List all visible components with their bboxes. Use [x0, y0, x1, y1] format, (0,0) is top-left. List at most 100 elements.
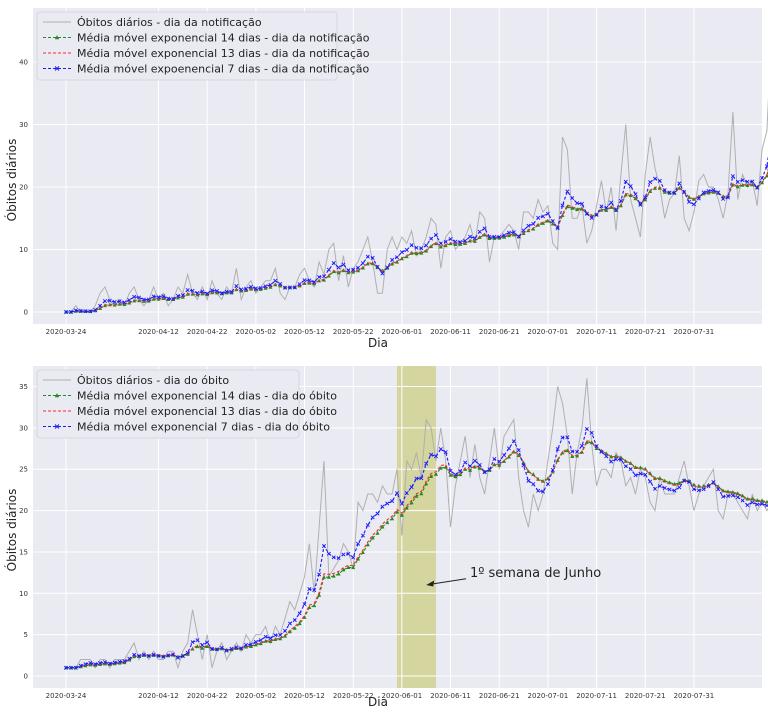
data-point	[487, 236, 492, 241]
data-point	[453, 474, 458, 479]
data-point	[331, 261, 336, 266]
data-point	[614, 457, 619, 462]
data-point	[701, 190, 706, 195]
series-line	[66, 96, 768, 313]
data-point	[477, 466, 482, 470]
series-line	[66, 378, 768, 670]
data-point	[433, 233, 438, 238]
data-point	[472, 458, 477, 463]
data-point	[609, 200, 614, 205]
data-point	[477, 462, 482, 467]
data-point	[122, 300, 127, 305]
data-point	[239, 287, 244, 292]
data-point	[541, 221, 546, 225]
data-point	[458, 472, 463, 477]
data-point	[78, 308, 83, 313]
data-point	[141, 652, 146, 657]
data-point	[68, 665, 73, 670]
data-point	[292, 618, 297, 623]
y-tick-label: 25	[19, 466, 28, 474]
data-point	[628, 467, 633, 472]
data-point	[730, 493, 735, 498]
data-point	[511, 230, 516, 235]
data-point	[171, 296, 176, 301]
data-point	[453, 472, 458, 477]
data-point	[132, 652, 137, 657]
data-point	[244, 642, 249, 647]
data-point	[575, 201, 580, 206]
data-point	[764, 503, 768, 508]
data-point	[745, 183, 750, 188]
data-point	[117, 659, 122, 664]
data-point	[482, 232, 487, 237]
data-point	[614, 207, 619, 212]
data-point	[239, 646, 244, 651]
data-point	[433, 241, 438, 246]
data-point	[468, 468, 473, 472]
data-point	[711, 188, 716, 193]
data-point	[667, 487, 672, 492]
data-point	[278, 281, 283, 286]
data-point	[443, 450, 448, 455]
series-line	[66, 440, 768, 669]
data-point	[336, 265, 341, 270]
data-point	[750, 179, 755, 184]
data-point	[385, 520, 390, 525]
data-point	[472, 464, 477, 469]
data-point	[263, 634, 268, 639]
data-point	[63, 665, 69, 670]
data-point	[458, 240, 463, 245]
data-point	[404, 491, 409, 496]
data-point	[599, 448, 604, 453]
data-point	[107, 298, 112, 303]
data-point	[302, 615, 307, 619]
data-point	[385, 265, 390, 270]
data-point	[112, 660, 117, 665]
data-point	[721, 196, 726, 201]
data-point	[122, 659, 127, 664]
data-point	[287, 285, 292, 290]
data-point	[307, 278, 312, 283]
data-point	[623, 192, 628, 197]
x-tick-label: 2020-07-11	[576, 328, 617, 336]
data-point	[395, 259, 399, 264]
x-tick-label: 2020-03-24	[46, 328, 87, 336]
data-point	[541, 214, 546, 219]
data-point	[258, 286, 263, 291]
data-point	[68, 309, 73, 315]
data-point	[253, 286, 258, 291]
legend-label: Óbitos diários - dia do óbito	[77, 374, 229, 387]
data-point	[584, 426, 589, 431]
data-point	[506, 446, 511, 451]
data-point	[117, 299, 122, 304]
data-point	[248, 642, 253, 647]
data-point	[735, 179, 740, 184]
data-point	[667, 190, 672, 195]
data-point	[175, 293, 180, 298]
x-tick-label: 2020-05-02	[235, 328, 276, 336]
x-tick-label: 2020-05-02	[235, 692, 276, 700]
data-point	[545, 218, 550, 223]
legend-marker	[54, 424, 60, 429]
data-point	[83, 663, 88, 668]
data-point	[604, 205, 609, 210]
data-point	[360, 261, 365, 266]
data-point	[214, 647, 219, 652]
data-point	[292, 625, 297, 630]
data-point	[701, 487, 706, 492]
data-point	[745, 179, 750, 184]
y-tick-label: 30	[19, 424, 28, 432]
data-point	[463, 460, 468, 465]
data-point	[536, 215, 541, 220]
data-point	[180, 293, 185, 298]
data-point	[166, 653, 171, 658]
data-point	[161, 654, 166, 659]
data-point	[745, 503, 750, 508]
y-axis-label: Óbitos diários	[4, 139, 19, 222]
data-point	[73, 308, 78, 313]
data-point	[609, 459, 614, 464]
data-point	[171, 652, 176, 657]
data-point	[458, 469, 463, 474]
y-tick-label: 20	[19, 184, 28, 192]
series-line	[66, 154, 768, 313]
